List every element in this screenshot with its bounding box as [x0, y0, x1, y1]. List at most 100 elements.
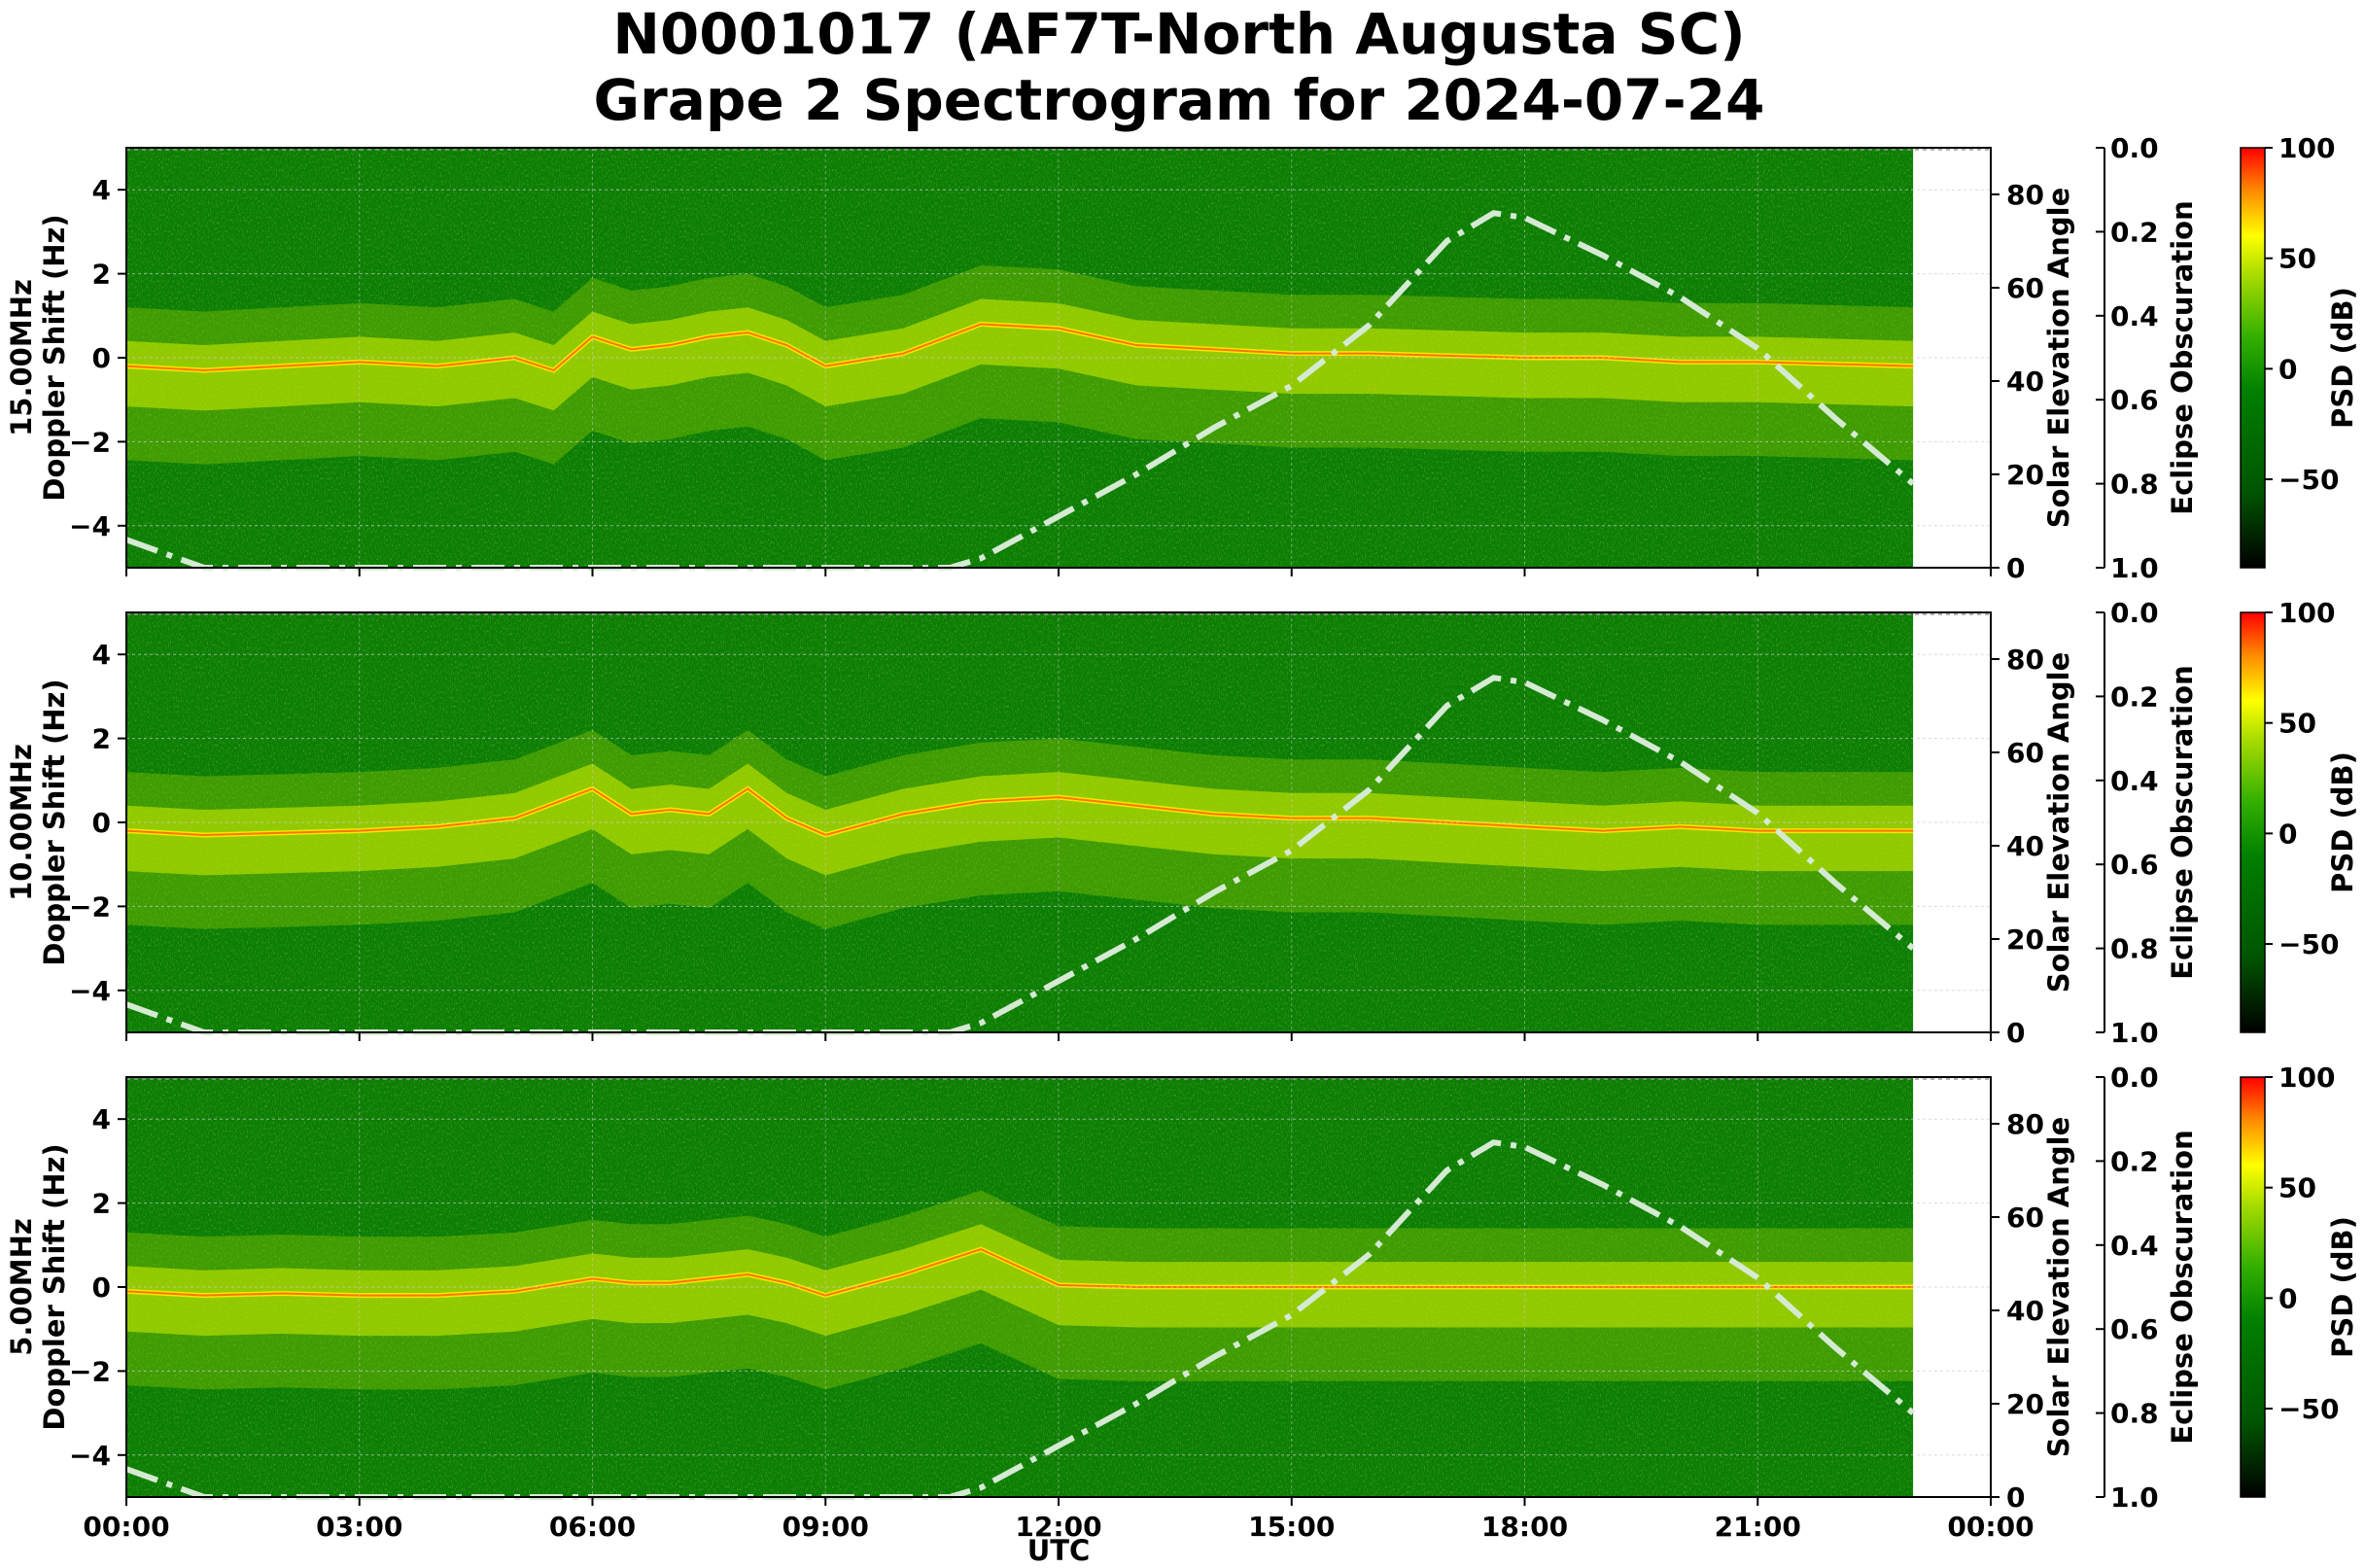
colorbar-tick-label: 50 [2278, 243, 2316, 275]
doppler-axis-label: Doppler Shift (Hz) [38, 1143, 71, 1430]
colorbar-tick-label: 0 [2278, 1282, 2297, 1314]
obscuration-tick-label: 0.6 [2110, 384, 2159, 416]
solar-elevation-curve [124, 210, 1916, 571]
doppler-tick-label: 0 [92, 342, 111, 374]
panel-5.00MHz: 420−2−45.00MHz Doppler Shift (Hz)80604020… [5, 1062, 2359, 1543]
obscuration-axis-label: Eclipse Obscuration [2166, 665, 2199, 979]
obscuration-tick-label: 0.2 [2110, 216, 2159, 248]
elevation-tick-label: 80 [2006, 644, 2044, 676]
doppler-tick-label: −4 [69, 510, 111, 542]
elevation-tick-label: 60 [2006, 272, 2044, 304]
colorbar-label: PSD (dB) [2326, 751, 2359, 893]
x-axis-label: UTC [1027, 1534, 1091, 1567]
colorbar [2240, 147, 2266, 569]
elevation-tick-label: 20 [2006, 1388, 2044, 1420]
elevation-tick-label: 80 [2006, 179, 2044, 211]
obscuration-tick-label: 0.0 [2110, 1062, 2159, 1094]
doppler-spread [126, 1224, 1914, 1337]
obscuration-tick-label: 0.6 [2110, 849, 2159, 881]
colorbar [2240, 1076, 2266, 1498]
chart-title-line2: Grape 2 Spectrogram for 2024-07-24 [594, 67, 1765, 133]
x-tick-label: 00:00 [1947, 1511, 2034, 1543]
doppler-tick-label: −4 [69, 1440, 111, 1472]
panel-10.00MHz: 420−2−410.00MHz Doppler Shift (Hz)8060402… [5, 597, 2359, 1049]
elevation-tick-label: 0 [2006, 552, 2025, 584]
elevation-tick-label: 20 [2006, 459, 2044, 491]
obscuration-tick-label: 0.6 [2110, 1313, 2159, 1345]
x-tick-label: 06:00 [549, 1511, 636, 1543]
x-tick-label: 21:00 [1715, 1511, 1801, 1543]
obscuration-tick-label: 0.2 [2110, 1145, 2159, 1177]
x-tick-label: 03:00 [316, 1511, 402, 1543]
colorbar-tick-label: 100 [2278, 597, 2335, 629]
panel-frequency-label: 10.00MHz [5, 744, 38, 901]
doppler-tick-label: 2 [92, 1188, 111, 1220]
colorbar-tick-label: 0 [2278, 818, 2297, 850]
colorbar-label: PSD (dB) [2326, 1216, 2359, 1358]
doppler-tick-label: 2 [92, 723, 111, 755]
elevation-tick-label: 40 [2006, 1295, 2044, 1327]
colorbar-tick-label: 100 [2278, 1062, 2335, 1094]
doppler-spread [126, 298, 1914, 411]
solar-elevation-curve [124, 675, 1916, 1035]
obscuration-tick-label: 0.8 [2110, 469, 2159, 501]
elevation-axis-label: Solar Elevation Angle [2042, 1117, 2075, 1458]
colorbar-tick-label: −50 [2278, 464, 2339, 496]
colorbar [2240, 611, 2266, 1033]
obscuration-tick-label: 0.8 [2110, 1398, 2159, 1430]
elevation-axis-label: Solar Elevation Angle [2042, 652, 2075, 993]
elevation-tick-label: 60 [2006, 737, 2044, 769]
obscuration-tick-label: 0.8 [2110, 933, 2159, 965]
doppler-spread [126, 763, 1914, 876]
obscuration-tick-label: 0.2 [2110, 680, 2159, 713]
colorbar-tick-label: 50 [2278, 1172, 2316, 1204]
colorbar-tick-label: 0 [2278, 353, 2297, 385]
elevation-tick-label: 40 [2006, 830, 2044, 862]
obscuration-tick-label: 0.0 [2110, 597, 2159, 629]
obscuration-tick-label: 0.4 [2110, 1230, 2159, 1262]
obscuration-tick-label: 0.4 [2110, 300, 2159, 332]
colorbar-tick-label: 50 [2278, 708, 2316, 740]
panel-15.00MHz: 420−2−415.00MHz Doppler Shift (Hz)8060402… [5, 132, 2359, 584]
doppler-tick-label: 4 [92, 1103, 111, 1135]
x-tick-label: 18:00 [1481, 1511, 1568, 1543]
doppler-trace-core [125, 1248, 1914, 1297]
colorbar-tick-label: −50 [2278, 928, 2339, 960]
obscuration-tick-label: 1.0 [2110, 1481, 2159, 1514]
elevation-tick-label: 60 [2006, 1202, 2044, 1234]
doppler-tick-label: −2 [69, 426, 111, 458]
doppler-tick-label: 0 [92, 1272, 111, 1304]
doppler-axis-label: Doppler Shift (Hz) [38, 679, 71, 965]
doppler-tick-label: 4 [92, 639, 111, 671]
colorbar-tick-label: −50 [2278, 1393, 2339, 1425]
elevation-tick-label: 40 [2006, 366, 2044, 398]
doppler-axis-label: Doppler Shift (Hz) [38, 214, 71, 501]
solar-elevation-curve [124, 1139, 1916, 1500]
elevation-tick-label: 80 [2006, 1108, 2044, 1140]
x-tick-label: 12:00 [1015, 1511, 1101, 1543]
elevation-axis-label: Solar Elevation Angle [2042, 188, 2075, 529]
chart-title-line1: N0001017 (AF7T-North Augusta SC) [612, 1, 1745, 67]
obscuration-axis-label: Eclipse Obscuration [2166, 200, 2199, 514]
elevation-tick-label: 0 [2006, 1017, 2025, 1049]
doppler-trace-core [125, 787, 1914, 837]
x-tick-label: 15:00 [1248, 1511, 1335, 1543]
panel-frequency-label: 5.00MHz [5, 1218, 38, 1356]
doppler-tick-label: −2 [69, 890, 111, 923]
panels-group: 420−2−415.00MHz Doppler Shift (Hz)8060402… [5, 132, 2359, 1543]
x-tick-label: 09:00 [783, 1511, 869, 1543]
obscuration-tick-label: 1.0 [2110, 552, 2159, 584]
obscuration-axis-label: Eclipse Obscuration [2166, 1130, 2199, 1444]
colorbar-label: PSD (dB) [2326, 287, 2359, 429]
doppler-tick-label: −2 [69, 1355, 111, 1387]
obscuration-tick-label: 1.0 [2110, 1017, 2159, 1049]
doppler-tick-label: 2 [92, 259, 111, 291]
doppler-tick-label: −4 [69, 975, 111, 1007]
x-tick-label: 00:00 [83, 1511, 169, 1543]
colorbar-tick-label: 100 [2278, 132, 2335, 164]
doppler-tick-label: 4 [92, 174, 111, 206]
obscuration-tick-label: 0.4 [2110, 765, 2159, 797]
doppler-tick-label: 0 [92, 807, 111, 839]
elevation-tick-label: 20 [2006, 923, 2044, 956]
